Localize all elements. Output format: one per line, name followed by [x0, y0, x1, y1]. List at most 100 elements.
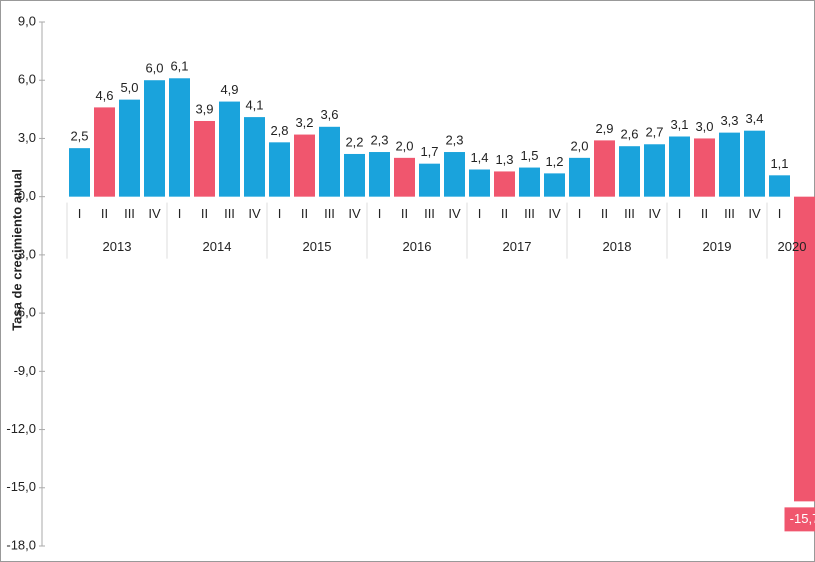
value-label: 3,3: [720, 113, 738, 128]
value-label: 2,5: [70, 129, 88, 144]
value-label: 2,3: [445, 132, 463, 147]
x-tick-label: I: [378, 206, 382, 221]
value-label: 2,7: [645, 125, 663, 140]
y-tick-label: 3,0: [18, 130, 36, 145]
x-tick-label: I: [278, 206, 282, 221]
value-label: 2,0: [570, 138, 588, 153]
x-tick-label: I: [78, 206, 82, 221]
bar: [669, 136, 690, 197]
y-tick-label: -3,0: [14, 246, 36, 261]
bar: [344, 153, 365, 197]
x-tick-label: III: [724, 206, 735, 221]
value-label: -15,7: [790, 511, 815, 526]
x-tick-label: III: [424, 206, 435, 221]
x-tick-label: II: [501, 206, 508, 221]
value-label: 2,8: [270, 123, 288, 138]
bar: [194, 120, 215, 197]
group-label: 2016: [403, 239, 432, 254]
bar: [444, 152, 465, 197]
x-tick-label: IV: [448, 206, 461, 221]
bar: [94, 107, 115, 197]
bar: [694, 138, 715, 197]
y-tick-label: 6,0: [18, 72, 36, 87]
x-tick-label: III: [524, 206, 535, 221]
x-tick-label: IV: [248, 206, 261, 221]
x-tick-label: I: [578, 206, 582, 221]
bar: [369, 152, 390, 197]
bar: [469, 169, 490, 197]
value-label: 1,2: [545, 154, 563, 169]
y-tick-label: -15,0: [6, 479, 36, 494]
bar: [419, 163, 440, 197]
bar: [569, 157, 590, 197]
bar: [169, 78, 190, 197]
bar: [644, 144, 665, 197]
x-tick-label: IV: [748, 206, 761, 221]
x-tick-label: I: [478, 206, 482, 221]
value-label: 1,4: [470, 150, 488, 165]
bar: [394, 157, 415, 197]
y-tick-label: -18,0: [6, 537, 36, 552]
value-label-box: [784, 507, 815, 532]
bar: [69, 148, 90, 197]
group-label: 2018: [603, 239, 632, 254]
x-tick-label: I: [178, 206, 182, 221]
x-tick-label: III: [324, 206, 335, 221]
value-label: 3,4: [745, 111, 763, 126]
x-tick-label: I: [678, 206, 682, 221]
bar: [319, 126, 340, 197]
value-label: 4,6: [95, 88, 113, 103]
value-label: 4,9: [220, 82, 238, 97]
x-tick-label: III: [224, 206, 235, 221]
bar: [769, 175, 790, 197]
value-label: 6,0: [145, 61, 163, 76]
value-label: 6,1: [170, 59, 188, 74]
bar: [119, 99, 140, 197]
x-tick-label: I: [778, 206, 782, 221]
bar: [719, 132, 740, 197]
x-tick-label: II: [101, 206, 108, 221]
bar: [794, 196, 815, 502]
y-tick-label: -6,0: [14, 305, 36, 320]
value-label: 3,2: [295, 115, 313, 130]
value-label: 2,9: [595, 121, 613, 136]
x-tick-label: IV: [648, 206, 661, 221]
bar: [744, 130, 765, 197]
bar: [594, 140, 615, 197]
value-label: 3,0: [695, 119, 713, 134]
bar: [519, 167, 540, 197]
y-tick-label: -12,0: [6, 421, 36, 436]
x-tick-label: IV: [148, 206, 161, 221]
group-label: 2017: [503, 239, 532, 254]
x-tick-label: II: [601, 206, 608, 221]
x-tick-label: IV: [348, 206, 361, 221]
x-tick-label: II: [701, 206, 708, 221]
value-label: 2,2: [345, 134, 363, 149]
y-tick-label: 0,0: [18, 188, 36, 203]
bar: [219, 101, 240, 197]
bar: [269, 142, 290, 197]
value-label: 4,1: [245, 98, 263, 113]
group-label: 2014: [203, 239, 232, 254]
y-tick-label: -9,0: [14, 363, 36, 378]
bar: [494, 171, 515, 197]
value-label: 1,3: [495, 152, 513, 167]
value-label: 3,9: [195, 101, 213, 116]
value-label: 5,0: [120, 80, 138, 95]
value-label: 2,3: [370, 132, 388, 147]
value-label: 1,7: [420, 144, 438, 159]
value-label: 2,6: [620, 127, 638, 142]
x-tick-label: III: [624, 206, 635, 221]
value-label: 1,1: [770, 156, 788, 171]
value-label: 3,1: [670, 117, 688, 132]
x-tick-label: II: [401, 206, 408, 221]
group-label: 2013: [103, 239, 132, 254]
y-tick-label: 9,0: [18, 13, 36, 28]
value-label: 3,6: [320, 107, 338, 122]
bar: [619, 146, 640, 197]
x-tick-label: III: [124, 206, 135, 221]
bar: [244, 117, 265, 197]
group-label: 2019: [703, 239, 732, 254]
